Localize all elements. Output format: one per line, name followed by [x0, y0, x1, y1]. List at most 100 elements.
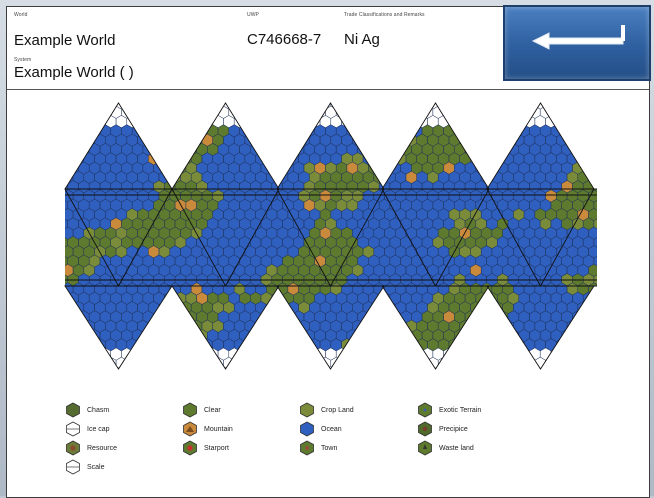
- map-hex: [502, 338, 514, 352]
- map-hex: [400, 366, 412, 369]
- map-hex: [368, 347, 380, 361]
- map-hex: [298, 338, 310, 352]
- map-hex: [287, 133, 299, 147]
- legend-label: Precipice: [439, 425, 468, 433]
- map-hex: [400, 124, 412, 138]
- map-hex: [470, 103, 482, 110]
- map-hex: [142, 105, 154, 119]
- map-hex: [486, 124, 498, 138]
- map-hex: [373, 338, 385, 352]
- map-hex: [502, 103, 514, 110]
- map-hex: [593, 161, 597, 175]
- map-hex: [416, 356, 428, 369]
- map-hex: [298, 115, 310, 129]
- map-hex: [464, 105, 477, 119]
- map-hex: [196, 366, 208, 369]
- map-hex: [293, 329, 305, 342]
- legend-item: Ocean: [299, 421, 342, 437]
- map-hex: [266, 319, 278, 333]
- map-hex: [341, 103, 353, 110]
- map-hex: [395, 103, 407, 110]
- town-icon: [300, 440, 314, 456]
- map-hex: [52, 97, 63, 109]
- map-hex: [271, 143, 283, 156]
- trade-label: Trade Classifications and Remarks: [344, 12, 425, 18]
- back-button[interactable]: [503, 5, 651, 81]
- map-hex: [67, 105, 79, 119]
- map-hex: [201, 356, 213, 369]
- map-hex: [582, 366, 595, 369]
- map-hex: [287, 103, 299, 110]
- map-hex: [497, 124, 509, 138]
- map-hex: [260, 329, 273, 342]
- map-hex: [395, 356, 407, 369]
- map-hex: [577, 115, 589, 129]
- map-hex: [362, 133, 375, 147]
- map-hex: [561, 347, 573, 361]
- map-hex: [443, 366, 455, 369]
- map-hex: [368, 143, 380, 156]
- crop-land-icon: [300, 402, 314, 418]
- map-hex: [94, 103, 106, 110]
- map-hex: [169, 133, 181, 147]
- map-hex: [378, 161, 391, 175]
- map-hex: [190, 103, 203, 110]
- map-hex: [497, 329, 509, 342]
- map-hex: [566, 356, 579, 369]
- map-hex: [593, 329, 597, 342]
- map-hex: [405, 356, 417, 369]
- map-hex: [180, 133, 192, 147]
- map-hex: [72, 103, 85, 110]
- map-hex: [566, 115, 579, 129]
- map-hex: [561, 105, 573, 119]
- map-hex: [593, 310, 597, 324]
- map-hex: [507, 124, 520, 138]
- map-hex: [164, 105, 176, 119]
- map-hex: [373, 115, 385, 129]
- map-hex: [250, 347, 262, 361]
- map-hex: [513, 356, 525, 369]
- map-hex: [164, 366, 176, 369]
- map-hex: [497, 347, 509, 361]
- map-hex: [174, 329, 187, 342]
- map-hex: [52, 171, 63, 183]
- map-hex: [470, 319, 482, 333]
- map-hex: [475, 329, 487, 342]
- map-hex: [276, 338, 289, 352]
- map-hex: [266, 103, 278, 110]
- map-hex: [83, 338, 95, 352]
- map-hex: [599, 134, 610, 146]
- map-hex: [464, 366, 477, 369]
- map-hex: [169, 103, 181, 110]
- chasm-icon: [66, 402, 80, 418]
- map-hex: [65, 143, 68, 156]
- map-hex: [593, 347, 597, 361]
- map-hex: [572, 347, 584, 361]
- map-hex: [180, 115, 192, 129]
- map-hex: [368, 105, 380, 119]
- map-hex: [137, 103, 149, 110]
- map-hex: [486, 347, 498, 361]
- map-hex: [303, 347, 315, 361]
- map-hex: [593, 366, 597, 369]
- map-hex: [346, 347, 358, 361]
- legend-item: Scale: [65, 459, 105, 475]
- map-hex: [72, 319, 85, 333]
- map-hex: [158, 356, 171, 369]
- map-hex: [196, 347, 208, 361]
- legend-item: Exotic Terrain: [417, 402, 481, 418]
- map-hex: [556, 115, 568, 129]
- arrow-left-icon: [531, 25, 625, 50]
- map-hex: [260, 347, 273, 361]
- map-hex: [314, 366, 326, 369]
- map-hex: [459, 338, 471, 352]
- exotic-terrain-icon: [418, 402, 432, 418]
- map-hex: [577, 103, 589, 110]
- map-hex: [454, 366, 466, 369]
- map-hex: [250, 124, 262, 138]
- map-hex: [158, 338, 171, 352]
- map-hex: [271, 161, 283, 175]
- map-hex: [593, 105, 597, 119]
- map-hex: [255, 103, 267, 110]
- map-hex: [464, 329, 477, 342]
